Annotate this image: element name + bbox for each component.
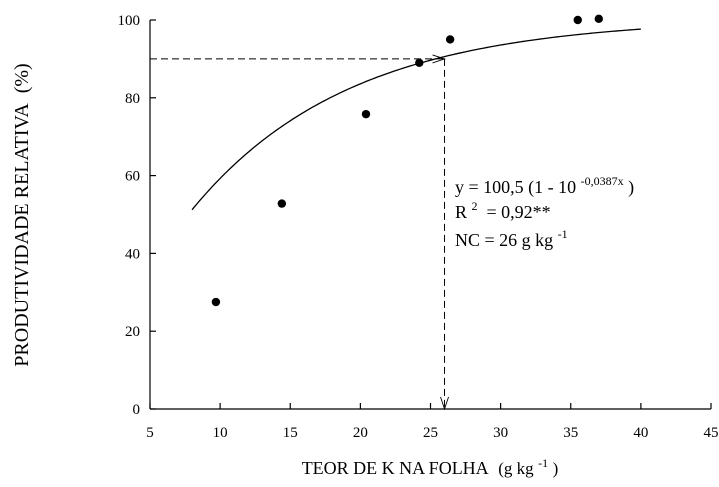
critical-level-vertical-arrow: [440, 396, 449, 411]
data-point-1: [277, 199, 287, 208]
data-point-6: [594, 14, 603, 24]
x-tick-label-1: 10: [213, 425, 228, 441]
y-tick-label-5: 100: [118, 13, 141, 29]
x-axis-title-unit-close: ): [553, 459, 559, 478]
y-tick-label-1: 20: [125, 324, 140, 340]
x-tick-label-4: 25: [423, 425, 438, 441]
x-tick-label-8: 45: [704, 425, 719, 441]
r2-text: R: [455, 202, 467, 222]
x-tick-label-3: 20: [353, 425, 368, 441]
x-tick-label-2: 15: [283, 425, 298, 441]
data-point-0: [211, 297, 221, 307]
x-axis-title-unit-sup: -1: [538, 456, 548, 470]
nc-annotation: NC = 26 g kg -1: [455, 227, 568, 250]
data-point-2: [361, 109, 371, 119]
x-axis-title: TEOR DE K NA FOLHA (g kg -1 ): [302, 451, 559, 478]
x-axis-title-unit-open: (g kg: [498, 459, 534, 478]
y-axis-title-text: PRODUTIVIDADE RELATIVA: [11, 103, 33, 367]
nc-text: NC = 26 g kg: [455, 230, 553, 250]
r2-value: = 0,92**: [482, 202, 551, 222]
data-point-3: [415, 58, 424, 67]
y-tick-label-4: 80: [125, 91, 140, 107]
x-axis-title-text: TEOR DE K NA FOLHA: [302, 458, 489, 478]
equation-annotation: y = 100,5 (1 - 10 -0,0387x ): [455, 169, 634, 198]
x-tick-label-0: 5: [146, 425, 154, 441]
y-axis-title: PRODUTIVIDADE RELATIVA (%): [11, 63, 33, 366]
r2-annotation: R 2 = 0,92**: [455, 194, 551, 222]
y-axis-title-unit: (%): [11, 63, 33, 93]
data-point-5: [573, 15, 582, 25]
equation-close: ): [628, 177, 634, 198]
y-tick-label-3: 60: [125, 169, 140, 185]
x-tick-label-5: 30: [493, 425, 508, 441]
data-point-4: [445, 35, 455, 44]
equation-exponent: -0,0387x: [581, 174, 624, 188]
plot-area: 0 20 40 60 80 100 5 10 15 20 25 30 35 40 45: [118, 13, 719, 441]
x-tick-label-6: 35: [563, 425, 578, 441]
x-tick-label-7: 40: [633, 425, 648, 441]
nc-superscript: -1: [558, 227, 568, 241]
equation-text: y = 100,5 (1 - 10: [455, 177, 576, 198]
y-tick-label-2: 40: [125, 246, 140, 262]
r2-superscript: 2: [472, 199, 478, 213]
y-tick-label-0: 0: [133, 402, 141, 418]
